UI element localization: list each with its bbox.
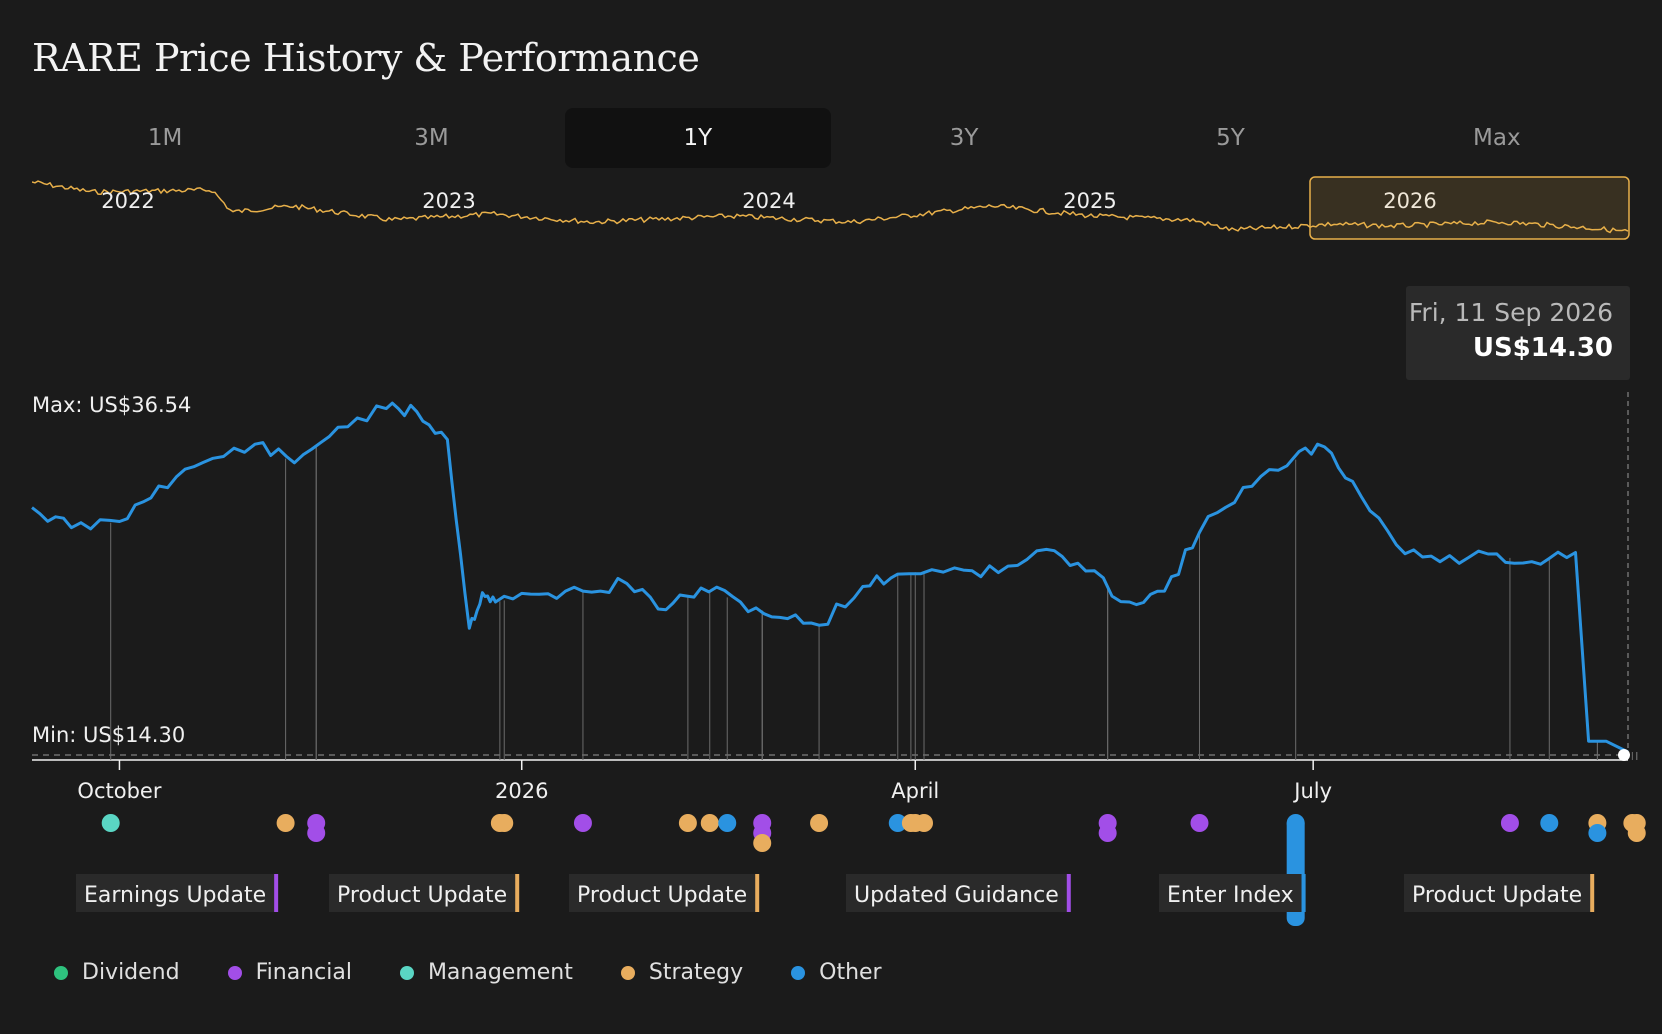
- event-dot[interactable]: [307, 824, 326, 842]
- tab-max[interactable]: Max: [1473, 125, 1521, 151]
- event-dot[interactable]: [1098, 824, 1117, 842]
- event-label-text: Product Update: [1412, 883, 1582, 908]
- event-dot[interactable]: [495, 814, 514, 832]
- legend-item-other[interactable]: Other: [791, 960, 882, 985]
- event-label[interactable]: Product Update: [569, 874, 760, 912]
- event-dot[interactable]: [888, 814, 907, 832]
- legend-label: Dividend: [82, 960, 180, 985]
- navigator-year-label: 2023: [422, 189, 475, 213]
- x-tick-label: 2026: [495, 779, 548, 803]
- event-dot[interactable]: [678, 814, 697, 832]
- legend-label: Strategy: [648, 960, 744, 985]
- legend-dot-icon: [620, 965, 635, 980]
- price-chart[interactable]: Max: US$36.54 Min: US$14.30 October 2026 Apr…: [0, 280, 1662, 960]
- event-label-accent: [515, 874, 520, 912]
- event-lines: [110, 444, 1638, 760]
- x-tick-label: April: [891, 779, 939, 803]
- legend-label: Other: [819, 960, 882, 985]
- event-dot[interactable]: [718, 814, 737, 832]
- event-label-text: Updated Guidance: [854, 883, 1059, 908]
- event-label[interactable]: Product Update: [1404, 874, 1595, 912]
- event-label-box: [569, 874, 756, 912]
- legend-dot-icon: [399, 965, 414, 980]
- event-dot[interactable]: [101, 814, 120, 832]
- event-dot[interactable]: [700, 814, 719, 832]
- x-tick-label: October: [77, 779, 161, 803]
- legend-item-strategy[interactable]: Strategy: [620, 960, 744, 985]
- event-label[interactable]: Enter Index: [1159, 874, 1306, 912]
- legend-item-management[interactable]: Management: [399, 960, 573, 985]
- event-dot[interactable]: [1190, 814, 1209, 832]
- min-label: Min: US$14.30: [32, 723, 185, 747]
- event-label-text: Enter Index: [1167, 883, 1294, 908]
- event-label-box: [329, 874, 516, 912]
- price-series-line: [31, 401, 1629, 754]
- navigator-selection-window: [1309, 176, 1630, 240]
- event-dot[interactable]: [753, 834, 772, 852]
- event-dot[interactable]: [915, 814, 934, 832]
- legend-label: Financial: [255, 960, 352, 985]
- legend-dot-icon: [54, 965, 68, 980]
- hover-tooltip: Fri, 11 Sep 2026 US$14.30: [1406, 286, 1630, 380]
- legend-label: Management: [427, 960, 573, 985]
- event-label-accent: [1066, 874, 1071, 912]
- tab-3m[interactable]: 3M: [414, 125, 449, 151]
- chart-legend: Dividend Financial Management Strategy O…: [54, 960, 882, 985]
- event-label-accent: [274, 874, 279, 912]
- legend-item-financial[interactable]: Financial: [227, 960, 352, 985]
- tab-1m[interactable]: 1M: [147, 125, 183, 151]
- navigator-year-label: 2025: [1063, 189, 1116, 213]
- tab-3y[interactable]: 3Y: [949, 125, 979, 151]
- event-label-text: Product Update: [337, 883, 507, 908]
- max-label: Max: US$36.54: [32, 393, 191, 417]
- event-label[interactable]: Product Update: [329, 874, 520, 912]
- navigator-year-label: 2024: [742, 189, 795, 213]
- event-dot[interactable]: [276, 814, 295, 832]
- x-tick-label: July: [1292, 779, 1332, 803]
- legend-item-dividend[interactable]: Dividend: [54, 960, 180, 985]
- tab-5y[interactable]: 5Y: [1216, 125, 1245, 151]
- event-label-box: [1404, 874, 1591, 912]
- event-label-accent: [1590, 874, 1595, 912]
- event-label-box: [846, 874, 1067, 912]
- range-navigator[interactable]: 2022 2023 2024 2025 2026: [32, 176, 1630, 242]
- range-tabs: 1M 3M 1Y 3Y 5Y Max: [32, 108, 1630, 168]
- event-dot[interactable]: [573, 814, 592, 832]
- event-label-accent: [755, 874, 760, 912]
- event-label-text: Earnings Update: [84, 883, 266, 908]
- event-label-accent: [1301, 874, 1306, 912]
- event-dot[interactable]: [1500, 814, 1519, 832]
- navigator-line: [32, 180, 1629, 234]
- legend-dot-icon: [791, 965, 806, 980]
- event-label[interactable]: Earnings Update: [76, 874, 279, 912]
- event-dot[interactable]: [1627, 824, 1646, 842]
- chart-title: RARE Price History & Performance: [32, 36, 700, 80]
- event-label-box: [76, 874, 275, 912]
- tooltip-date: Fri, 11 Sep 2026: [1408, 298, 1613, 327]
- event-label-text: Product Update: [577, 883, 747, 908]
- navigator-year-label: 2022: [101, 189, 154, 213]
- event-label[interactable]: Updated Guidance: [846, 874, 1071, 912]
- tooltip-price: US$14.30: [1472, 333, 1613, 363]
- last-price-marker: [1618, 749, 1630, 761]
- event-dot[interactable]: [810, 814, 829, 832]
- tab-1y[interactable]: 1Y: [564, 108, 831, 168]
- legend-dot-icon: [227, 965, 242, 980]
- event-dot[interactable]: [1588, 824, 1607, 842]
- event-label-box: [1159, 874, 1302, 912]
- event-dot[interactable]: [1540, 814, 1559, 832]
- event-dot[interactable]: [901, 814, 920, 832]
- navigator-year-label: 2026: [1383, 189, 1436, 213]
